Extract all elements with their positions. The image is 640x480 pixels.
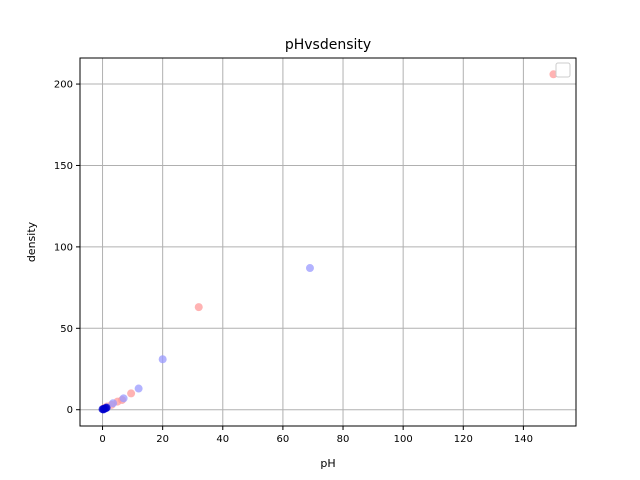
x-tick-label: 20 [156, 434, 169, 445]
x-tick-label: 0 [99, 434, 105, 445]
data-point [134, 384, 143, 393]
data-point [119, 394, 128, 403]
x-tick-label: 100 [394, 434, 413, 445]
data-point [127, 389, 136, 398]
y-tick-label: 100 [54, 242, 73, 253]
data-point [549, 70, 558, 79]
grid-lines [80, 58, 576, 426]
y-tick-label: 200 [54, 80, 73, 91]
data-point [194, 303, 203, 312]
x-tick-label: 60 [277, 434, 290, 445]
plot-area [80, 58, 576, 426]
chart-title: pHvsdensity [285, 37, 371, 53]
data-points [98, 70, 558, 414]
x-tick-label: 120 [454, 434, 473, 445]
x-tick-label: 140 [514, 434, 533, 445]
data-point [305, 264, 314, 273]
y-tick-label: 50 [60, 324, 73, 335]
x-tick-label: 80 [337, 434, 350, 445]
x-axis-label: pH [320, 457, 335, 470]
x-axis-ticks: 0 20 40 60 80 100 120 140 [99, 426, 533, 445]
y-axis-label: density [25, 221, 38, 262]
y-tick-label: 0 [67, 405, 73, 416]
data-point [102, 403, 111, 412]
legend [555, 62, 571, 78]
plot-frame [79, 57, 577, 427]
x-tick-label: 40 [216, 434, 229, 445]
data-point [158, 355, 167, 364]
y-axis-ticks: 0 50 100 150 200 [54, 80, 80, 416]
data-point [109, 399, 118, 408]
y-tick-label: 150 [54, 161, 73, 172]
